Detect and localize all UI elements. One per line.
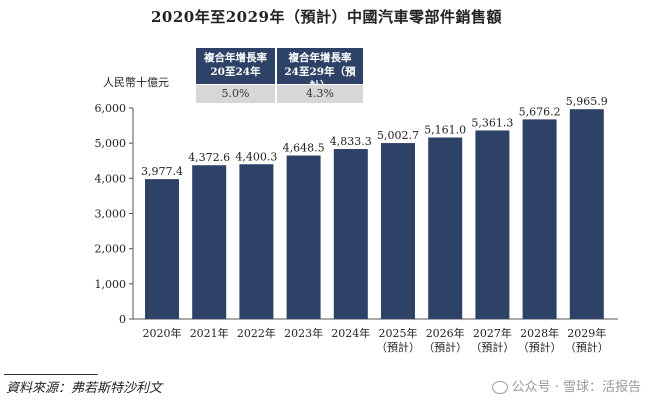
y-axis-unit-label: 人民幣十億元: [103, 76, 169, 89]
bar-2020年: [145, 179, 179, 319]
x-tick-sublabel: （預計）: [376, 340, 420, 354]
y-tick-label: 3,000: [95, 208, 127, 221]
x-tick-label: 2028年: [520, 326, 559, 340]
y-tick-label: 2,000: [95, 243, 127, 256]
source-divider: [4, 374, 98, 375]
x-tick-label: 2029年: [567, 326, 606, 340]
bar-value-label: 4,648.5: [283, 142, 325, 155]
bar-2024年: [333, 149, 368, 319]
bar-2025年: [381, 143, 415, 319]
y-tick-label: 0: [119, 313, 126, 326]
watermark: 公众号 · 雪球：活报告: [491, 376, 641, 395]
bar-value-label: 5,161.0: [424, 124, 466, 137]
bar-2028年: [522, 119, 557, 319]
x-tick-label: 2020年: [143, 326, 182, 340]
source-note: 資料來源：弗若斯特沙利文: [6, 381, 163, 396]
cagr-value-2024-2029: 4.3%: [277, 85, 363, 103]
bar-value-label: 5,361.3: [471, 116, 513, 129]
x-tick-label: 2025年: [379, 326, 418, 340]
bar-value-label: 4,372.6: [188, 151, 230, 164]
y-tick-label: 5,000: [95, 137, 127, 150]
wechat-icon: [491, 381, 508, 394]
bar-2021年: [192, 165, 227, 319]
bar-value-label: 4,833.3: [330, 135, 372, 148]
y-tick-label: 1,000: [95, 278, 127, 291]
cagr-header-2024-2029: 複合年增長率 24至29年（預計）: [277, 48, 363, 92]
bar-value-label: 4,400.3: [235, 150, 277, 163]
bar-2029年: [569, 109, 604, 319]
bar-value-label: 5,002.7: [377, 129, 419, 142]
bar-value-label: 5,676.2: [519, 105, 561, 118]
bar-2023年: [286, 155, 321, 319]
x-tick-label: 2024年: [331, 326, 370, 340]
cagr-header-line1: 複合年增長率: [204, 52, 267, 64]
x-tick-label: 2023年: [284, 326, 323, 340]
y-tick-label: 4,000: [95, 172, 127, 185]
cagr-header-line1: 複合年增長率: [288, 52, 352, 64]
x-tick-label: 2021年: [190, 326, 229, 340]
x-tick-label: 2022年: [237, 326, 276, 340]
y-tick-label: 6,000: [95, 102, 127, 115]
bar-2026年: [428, 137, 463, 319]
x-tick-label: 2026年: [426, 326, 465, 340]
cagr-value-2020-2024: 5.0%: [196, 85, 275, 103]
bar-2027年: [475, 130, 510, 319]
cagr-header-2020-2024: 複合年增長率 20至24年: [196, 48, 275, 84]
cagr-header-line2: 20至24年: [210, 66, 261, 78]
x-tick-sublabel: （預計）: [518, 340, 562, 354]
bar-2022年: [239, 164, 274, 319]
x-tick-sublabel: （預計）: [565, 340, 609, 354]
chart-title: 2020年至2029年（預計）中國汽車零部件銷售額: [151, 8, 502, 26]
x-tick-label: 2027年: [473, 326, 512, 340]
bar-value-label: 5,965.9: [566, 95, 608, 108]
x-tick-sublabel: （預計）: [470, 340, 514, 354]
bar-value-label: 3,977.4: [141, 165, 183, 178]
x-tick-sublabel: （預計）: [423, 340, 467, 354]
watermark-text: 公众号 · 雪球：活报告: [511, 380, 641, 395]
